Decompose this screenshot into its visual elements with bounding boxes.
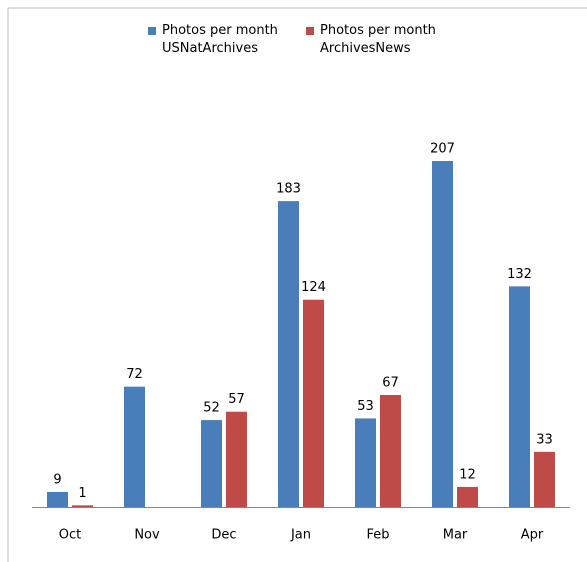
legend-entry: Photos per month ArchivesNews <box>306 22 452 58</box>
bar <box>278 201 299 507</box>
bar <box>72 505 93 507</box>
data-label: 207 <box>430 142 455 157</box>
bar <box>303 299 324 507</box>
data-label: 57 <box>228 392 245 407</box>
bar <box>534 451 555 507</box>
x-tick-label: Nov <box>134 528 160 543</box>
data-label: 53 <box>357 399 374 414</box>
x-tick-label: Apr <box>521 528 544 543</box>
legend-label: Photos per month ArchivesNews <box>320 23 436 56</box>
bar <box>124 386 145 507</box>
legend-label: Photos per month USNatArchives <box>162 23 278 56</box>
legend-entry: Photos per month USNatArchives <box>148 22 294 58</box>
data-label: 9 <box>53 472 61 487</box>
legend: Photos per month USNatArchives Photos per… <box>148 22 452 58</box>
bar <box>457 486 478 507</box>
data-label: 132 <box>507 267 532 282</box>
bar <box>47 491 68 507</box>
bar <box>509 286 530 507</box>
bar <box>201 420 222 507</box>
legend-swatch <box>148 27 156 35</box>
data-label: 52 <box>203 401 220 416</box>
legend-swatch <box>306 27 314 35</box>
data-label: 33 <box>536 432 553 447</box>
data-label: 183 <box>276 182 301 197</box>
data-label: 67 <box>382 376 399 391</box>
x-tick-label: Dec <box>211 528 236 543</box>
data-label: 1 <box>78 486 86 501</box>
bar <box>380 395 401 507</box>
bar <box>432 161 453 507</box>
data-label: 12 <box>459 467 476 482</box>
data-label: 124 <box>301 280 326 295</box>
data-label: 72 <box>126 367 143 382</box>
bar <box>355 418 376 507</box>
x-tick-label: Mar <box>443 528 468 543</box>
x-tick-label: Oct <box>59 528 81 543</box>
x-tick-label: Feb <box>366 528 389 543</box>
bar <box>226 411 247 507</box>
x-tick-label: Jan <box>290 528 311 543</box>
